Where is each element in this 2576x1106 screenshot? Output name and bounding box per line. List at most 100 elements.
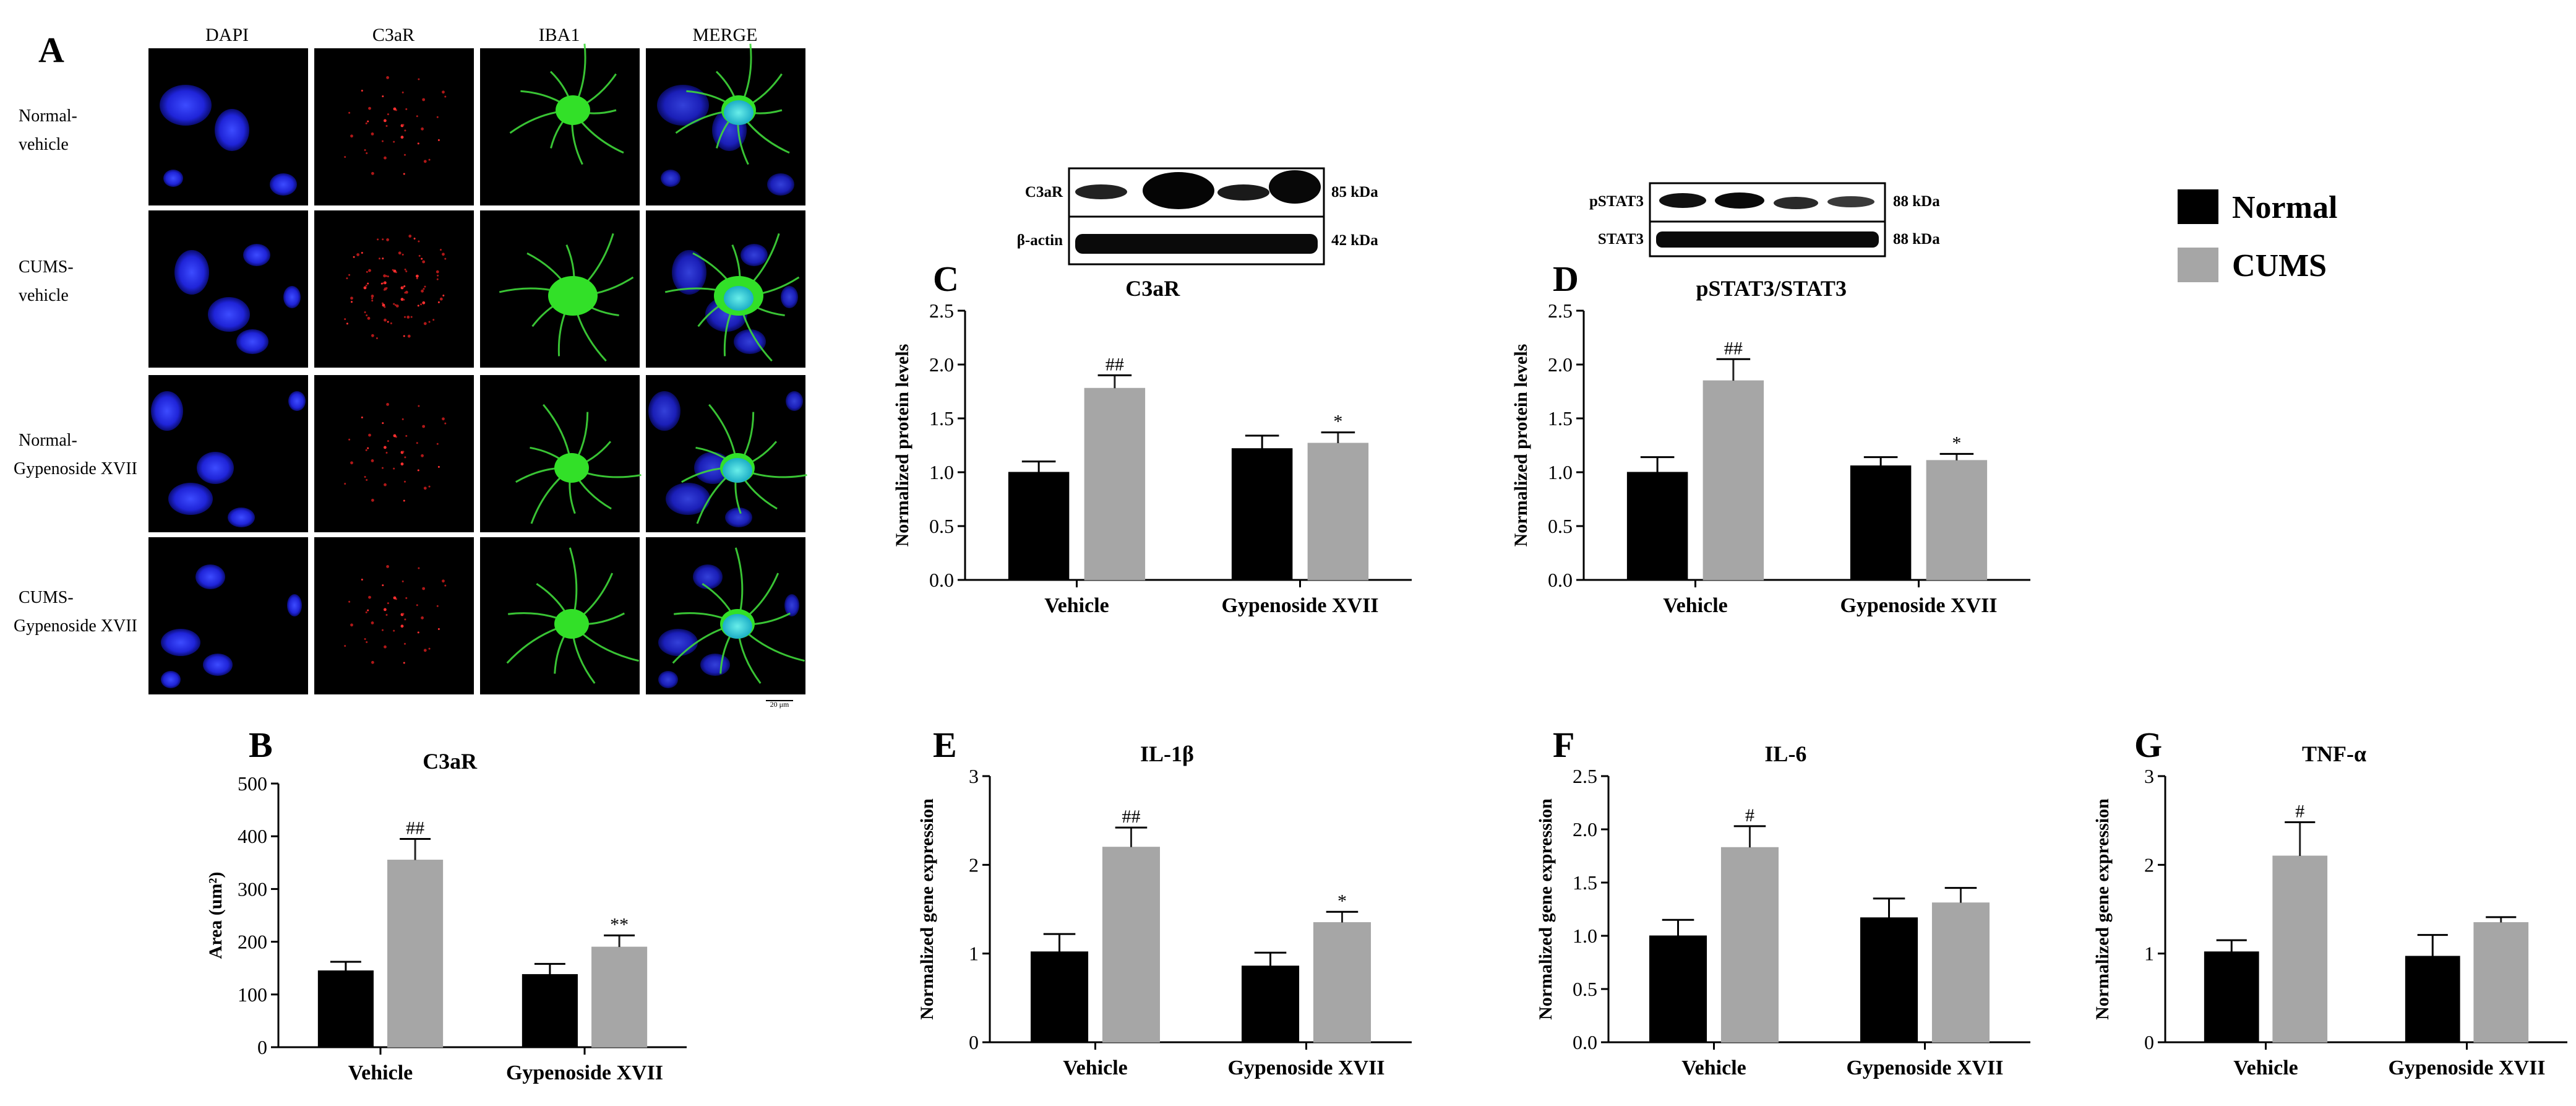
nucleus: [168, 483, 213, 515]
significance-label: ##: [1122, 806, 1140, 827]
overlap: [723, 458, 752, 483]
puncta: [387, 440, 389, 443]
bar: [1931, 902, 1990, 1043]
puncta: [371, 459, 374, 462]
blot-row-label: STAT3: [1598, 231, 1644, 248]
puncta: [368, 595, 371, 599]
x-tick-label: Gypenoside XVII: [506, 1061, 663, 1084]
puncta: [417, 469, 419, 472]
nucleus: [197, 452, 234, 484]
puncta: [440, 249, 442, 251]
puncta: [387, 275, 389, 278]
y-tick-label: 2.0: [1573, 818, 1597, 840]
puncta: [398, 251, 401, 255]
puncta: [423, 322, 427, 326]
y-tick-label: 0: [257, 1036, 267, 1058]
soma: [548, 276, 598, 316]
y-tick-label: 2.0: [929, 353, 954, 376]
puncta: [402, 124, 405, 126]
x-tick-label: Vehicle: [348, 1061, 413, 1084]
blot-band: [1143, 172, 1214, 209]
x-tick-label: Gypenoside XVII: [1227, 1056, 1385, 1079]
bar: [1649, 935, 1707, 1043]
puncta: [346, 322, 348, 325]
x-tick-label: Vehicle: [1681, 1056, 1746, 1079]
puncta: [404, 480, 406, 483]
micrograph-row-label: vehicle: [19, 135, 69, 154]
puncta: [422, 98, 426, 102]
puncta: [393, 467, 395, 470]
y-tick-label: 100: [238, 983, 267, 1006]
y-axis-label: Normalized gene expression: [1535, 798, 1556, 1020]
nucleus: [228, 508, 255, 527]
puncta: [432, 319, 435, 321]
blot-band: [1269, 170, 1321, 204]
y-tick-label: 300: [238, 878, 267, 900]
puncta: [403, 173, 405, 175]
puncta: [364, 476, 366, 478]
bar: [2405, 956, 2460, 1043]
x-tick-label: Gypenoside XVII: [2388, 1056, 2545, 1079]
chart-title: TNF-α: [2302, 741, 2366, 766]
y-tick-label: 1.0: [929, 461, 954, 483]
puncta: [404, 153, 406, 156]
micrograph-row-label: CUMS-: [19, 257, 74, 277]
y-tick-label: 0: [2144, 1031, 2154, 1053]
puncta: [366, 641, 368, 643]
puncta: [403, 285, 406, 287]
micrograph-tile: [314, 48, 474, 205]
y-tick-label: 2: [2144, 853, 2154, 876]
puncta: [400, 624, 404, 628]
puncta: [404, 129, 406, 132]
bar: [1307, 443, 1369, 581]
puncta: [401, 91, 404, 93]
puncta: [387, 602, 389, 605]
nucleus: [786, 391, 803, 411]
x-tick-label: Gypenoside XVII: [1846, 1056, 2003, 1079]
puncta: [428, 321, 431, 323]
y-tick-label: 200: [238, 931, 267, 953]
puncta: [404, 269, 406, 270]
x-tick-label: Vehicle: [1063, 1056, 1128, 1079]
micrograph-panel: DAPI C3aR IBA1 MERGE Normal- vehicle CUM…: [14, 25, 807, 709]
puncta: [428, 485, 431, 488]
puncta: [413, 238, 416, 240]
puncta: [344, 645, 346, 647]
puncta: [387, 113, 389, 116]
puncta: [350, 461, 353, 465]
puncta: [367, 282, 369, 285]
puncta: [384, 483, 387, 486]
micrograph-tile: [148, 537, 308, 694]
puncta: [350, 296, 353, 300]
puncta: [382, 95, 384, 98]
puncta: [400, 136, 404, 139]
puncta: [348, 111, 351, 114]
micrograph-column-label: DAPI: [205, 25, 249, 45]
micrograph-grid: [148, 43, 807, 701]
puncta: [423, 486, 427, 490]
chart-title: pSTAT3/STAT3: [1696, 276, 1847, 301]
y-tick-label: 1.5: [1573, 871, 1597, 894]
chart-title: IL-1β: [1140, 741, 1194, 766]
y-tick-label: 1.5: [929, 407, 954, 430]
nucleus: [700, 654, 730, 676]
puncta: [418, 405, 420, 407]
puncta: [368, 269, 371, 272]
micrograph-row-label: Gypenoside XVII: [14, 616, 137, 636]
puncta: [344, 156, 346, 158]
bar: [1850, 465, 1912, 581]
y-tick-label: 0.5: [1573, 978, 1597, 1000]
nucleus: [694, 452, 731, 484]
y-tick-label: 0.0: [1573, 1031, 1597, 1053]
nucleus: [658, 629, 698, 656]
puncta: [437, 139, 440, 141]
y-tick-label: 1.5: [1548, 407, 1573, 430]
puncta: [366, 270, 368, 273]
puncta: [442, 295, 445, 296]
nucleus: [693, 564, 723, 589]
puncta: [348, 274, 351, 276]
bar: [1241, 966, 1300, 1043]
micrograph-tile: [314, 210, 474, 368]
